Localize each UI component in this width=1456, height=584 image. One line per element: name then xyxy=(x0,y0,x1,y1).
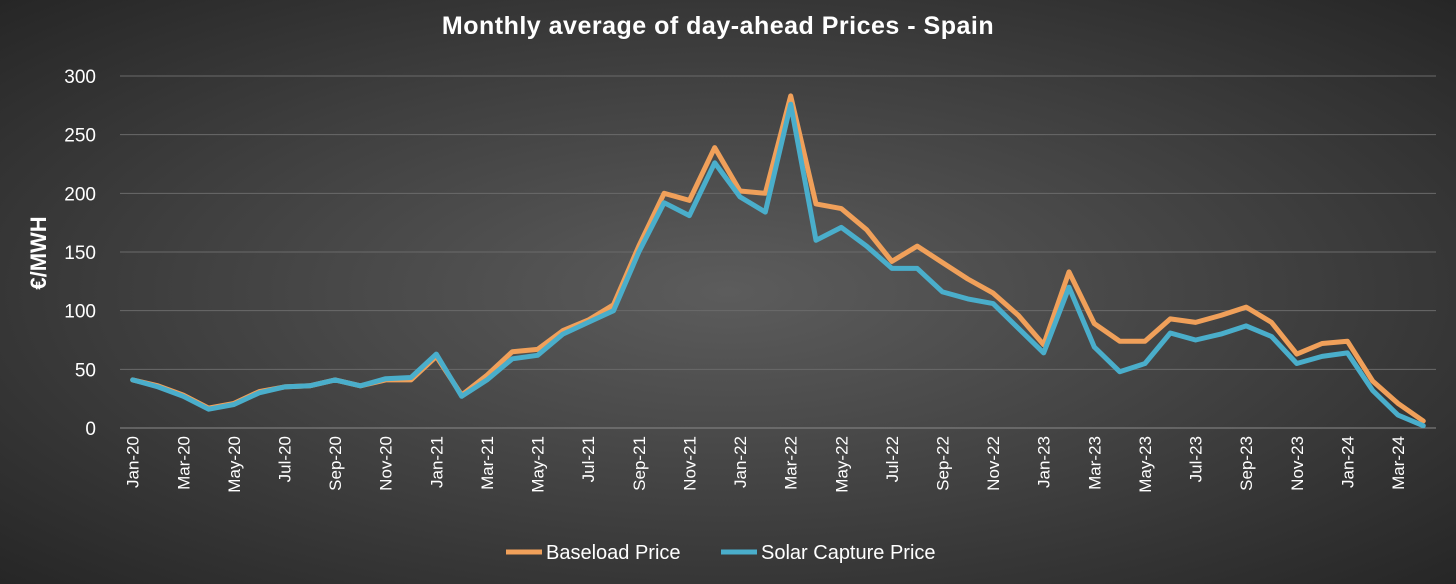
x-tick-label: Jul-23 xyxy=(1187,436,1206,482)
legend-label-baseload: Baseload Price xyxy=(546,542,681,564)
y-tick-label: 0 xyxy=(85,419,96,440)
y-tick-label: 100 xyxy=(64,302,96,323)
x-tick-label: May-23 xyxy=(1136,436,1155,493)
x-tick-label: Nov-22 xyxy=(984,436,1003,491)
x-tick-label: Nov-23 xyxy=(1288,436,1307,491)
x-tick-label: May-21 xyxy=(529,436,548,493)
y-axis-title: €/MWH xyxy=(26,216,51,289)
x-tick-label: Jul-20 xyxy=(276,436,295,482)
chart-title: Monthly average of day-ahead Prices - Sp… xyxy=(441,12,995,40)
x-tick-label: Jan-22 xyxy=(731,436,750,488)
y-tick-label: 250 xyxy=(64,126,96,147)
x-tick-label: Mar-23 xyxy=(1085,436,1104,490)
x-tick-label: Sep-21 xyxy=(630,436,649,491)
x-tick-label: Jan-23 xyxy=(1035,436,1054,488)
series-line-solar-capture xyxy=(130,101,1426,429)
x-tick-label: Sep-20 xyxy=(326,436,345,491)
gridlines xyxy=(120,75,1436,429)
series-line-baseload xyxy=(130,93,1426,424)
legend: Baseload Price Solar Capture Price xyxy=(506,542,936,564)
x-tick-label: May-20 xyxy=(225,436,244,493)
y-tick-label: 300 xyxy=(64,67,96,88)
x-tick-label: Mar-24 xyxy=(1389,436,1408,490)
y-tick-label: 200 xyxy=(64,184,96,205)
x-tick-label: Mar-20 xyxy=(174,436,193,490)
x-tick-label: Nov-21 xyxy=(680,436,699,491)
series-lines xyxy=(130,93,1426,429)
x-axis-tick-labels: Jan-20 Mar-20 May-20 Jul-20 Sep-20 Nov-20 Jan-… xyxy=(124,436,1408,493)
x-tick-label: Mar-21 xyxy=(478,436,497,490)
y-tick-label: 50 xyxy=(75,360,96,381)
legend-label-solar: Solar Capture Price xyxy=(761,542,936,564)
x-tick-label: Jan-24 xyxy=(1338,436,1357,488)
x-tick-label: Sep-23 xyxy=(1237,436,1256,491)
x-tick-label: Sep-22 xyxy=(934,436,953,491)
y-axis-tick-labels: 0 50 100 150 200 250 300 xyxy=(64,67,96,440)
x-tick-label: Jan-20 xyxy=(124,436,143,488)
x-tick-label: Mar-22 xyxy=(782,436,801,490)
x-tick-label: Jul-22 xyxy=(883,436,902,482)
x-tick-label: Nov-20 xyxy=(377,436,396,491)
x-tick-label: May-22 xyxy=(832,436,851,493)
x-tick-label: Jul-21 xyxy=(579,436,598,482)
y-tick-label: 150 xyxy=(64,243,96,264)
x-tick-label: Jan-21 xyxy=(427,436,446,488)
